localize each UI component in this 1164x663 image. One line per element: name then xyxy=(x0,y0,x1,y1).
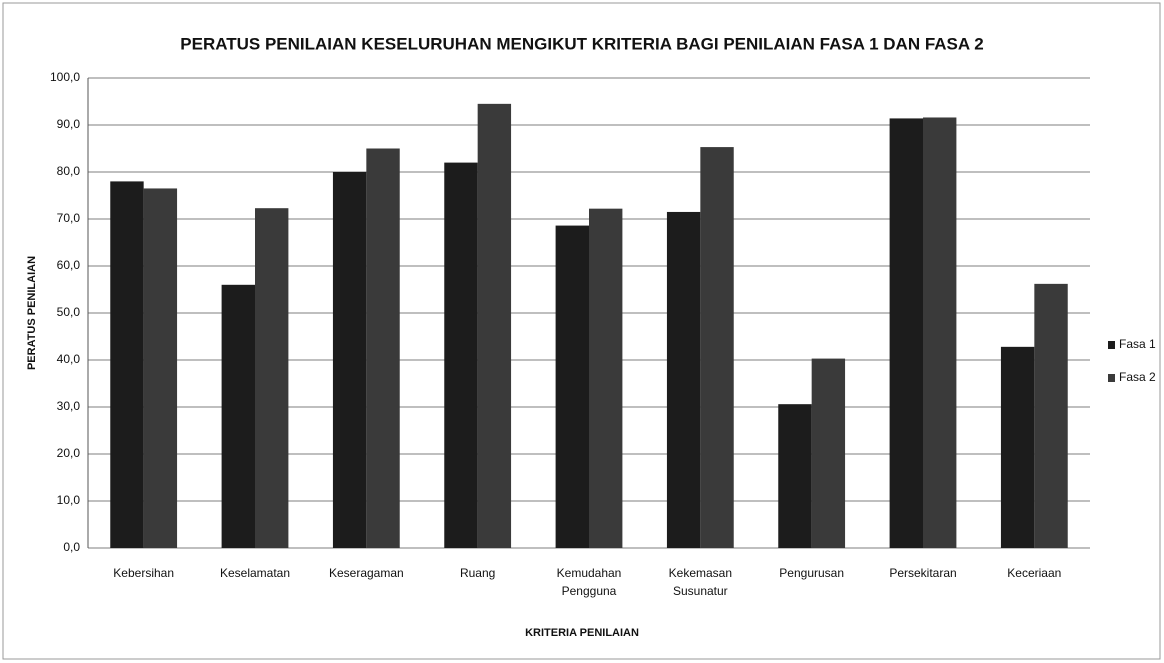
x-tick-label: Kemudahan Pengguna xyxy=(557,566,622,598)
x-tick-label: Keselamatan xyxy=(220,566,290,580)
bar xyxy=(332,172,367,548)
bar xyxy=(143,188,178,548)
bar xyxy=(778,404,812,548)
y-tick-label: 20,0 xyxy=(57,446,81,460)
x-tick-label: Keseragaman xyxy=(329,566,404,580)
bar xyxy=(811,358,846,548)
chart-title: PERATUS PENILAIAN KESELURUHAN MENGIKUT K… xyxy=(180,34,983,53)
bar xyxy=(255,208,289,548)
x-tick-label: Keceriaan xyxy=(1007,566,1061,580)
y-tick-label: 100,0 xyxy=(50,70,80,84)
legend-swatch xyxy=(1108,374,1115,382)
y-tick-label: 0,0 xyxy=(63,540,80,554)
bar xyxy=(366,148,400,548)
bar xyxy=(589,208,623,548)
bar xyxy=(477,103,512,548)
bar xyxy=(1000,346,1035,548)
bar xyxy=(889,118,923,549)
y-tick-label: 70,0 xyxy=(57,211,81,225)
x-tick-label: Ruang xyxy=(460,566,495,580)
legend-swatch xyxy=(1108,341,1115,349)
x-tick-label: Kekemasan Susunatur xyxy=(669,566,732,598)
legend-label: Fasa 2 xyxy=(1119,370,1156,384)
bar xyxy=(555,225,589,548)
x-tick-label: Persekitaran xyxy=(889,566,956,580)
x-tick-label: Pengurusan xyxy=(779,566,844,580)
bar xyxy=(1034,283,1068,548)
y-tick-label: 60,0 xyxy=(57,258,81,272)
y-axis-title: PERATUS PENILAIAN xyxy=(26,256,38,370)
x-axis-title: KRITERIA PENILAIAN xyxy=(525,627,639,639)
y-tick-label: 50,0 xyxy=(57,305,81,319)
y-tick-label: 80,0 xyxy=(57,164,81,178)
bar xyxy=(221,284,255,548)
y-tick-label: 90,0 xyxy=(57,117,81,131)
bar xyxy=(110,181,144,548)
y-tick-label: 30,0 xyxy=(57,399,81,413)
bar xyxy=(700,147,734,548)
x-tick-label: Kebersihan xyxy=(113,566,174,580)
legend-label: Fasa 1 xyxy=(1119,337,1156,351)
bar xyxy=(923,117,957,548)
bar xyxy=(666,211,701,548)
y-tick-label: 40,0 xyxy=(57,352,81,366)
bar xyxy=(444,162,478,548)
y-tick-label: 10,0 xyxy=(57,493,81,507)
